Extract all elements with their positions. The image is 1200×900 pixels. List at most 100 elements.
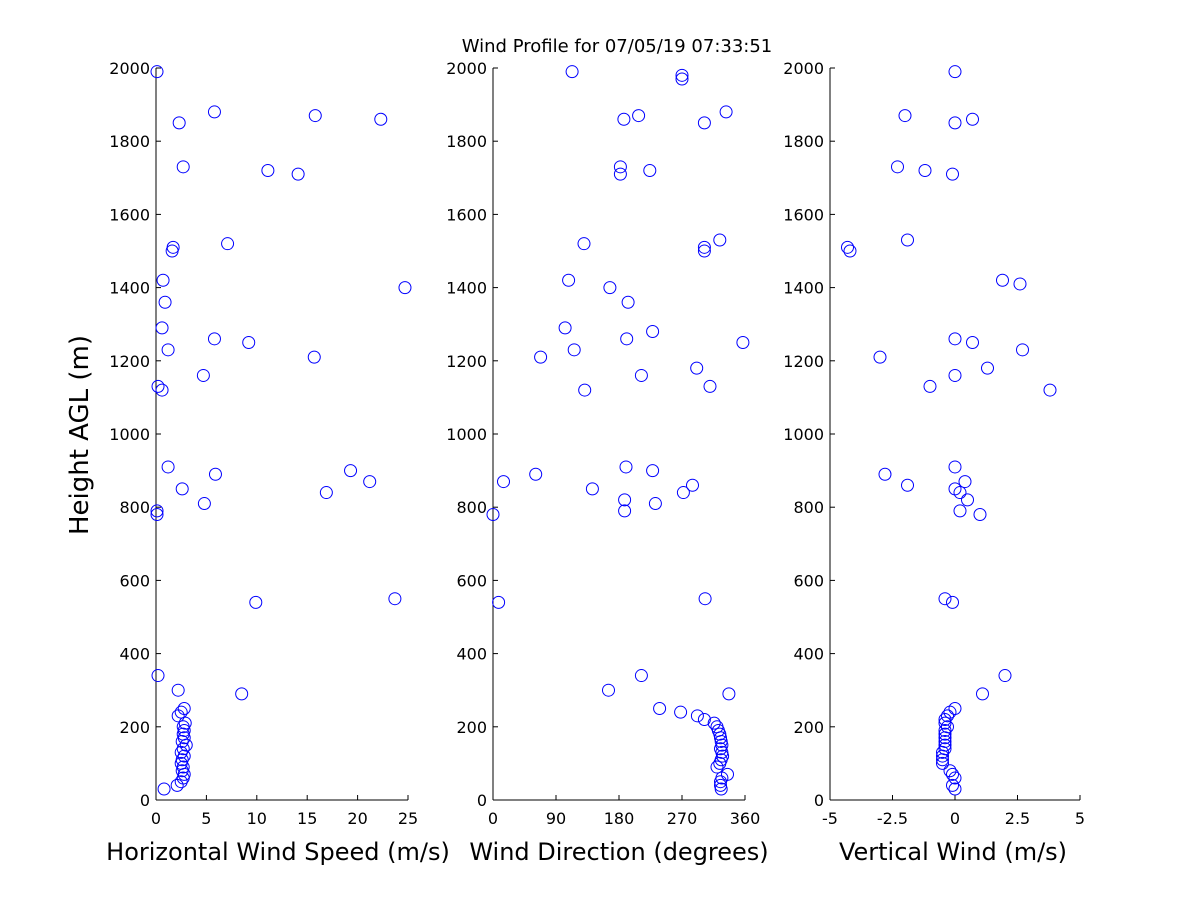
y-tick-label: 0 bbox=[814, 791, 824, 810]
data-point bbox=[1016, 343, 1029, 357]
data-point bbox=[697, 116, 711, 130]
x-tick-label: 0 bbox=[488, 809, 498, 828]
x-axis-label: Horizontal Wind Speed (m/s) bbox=[106, 838, 450, 866]
y-tick-label: 400 bbox=[793, 645, 824, 664]
data-point bbox=[898, 109, 912, 123]
y-tick-label: 2000 bbox=[446, 59, 487, 78]
data-point bbox=[966, 336, 979, 349]
data-point bbox=[177, 702, 191, 715]
x-axis-label: Vertical Wind (m/s) bbox=[839, 838, 1067, 866]
data-point bbox=[161, 460, 175, 474]
data-point bbox=[151, 379, 165, 393]
panel-direction: 0 200 400 600 800 1000 1200 1400 1600 1800 2000 0 90… bbox=[446, 59, 768, 866]
data-point bbox=[1043, 383, 1057, 397]
data-point bbox=[946, 595, 959, 609]
data-point bbox=[562, 273, 576, 287]
data-point bbox=[953, 486, 967, 500]
data-point bbox=[492, 595, 506, 609]
data-point bbox=[714, 775, 727, 789]
x-tick-label: 0 bbox=[151, 809, 161, 828]
y-tick-label: 200 bbox=[119, 718, 150, 737]
data-point bbox=[150, 65, 164, 79]
data-point bbox=[261, 163, 275, 177]
data-point bbox=[388, 592, 402, 606]
panel-vertical: 0 200 400 600 800 1000 1200 1400 1600 1800 2000 -5 -… bbox=[783, 59, 1085, 866]
data-point bbox=[175, 482, 189, 496]
y-tick-label: 1600 bbox=[783, 205, 824, 224]
data-point bbox=[319, 486, 333, 500]
data-point bbox=[943, 764, 957, 778]
data-point bbox=[698, 592, 712, 606]
data-point bbox=[291, 167, 305, 181]
data-point bbox=[613, 167, 627, 181]
data-point bbox=[197, 497, 211, 511]
data-point bbox=[938, 731, 952, 745]
figure-title: Wind Profile for 07/05/19 07:33:51 bbox=[462, 36, 773, 57]
data-point bbox=[918, 163, 932, 177]
x-tick-label: -2.5 bbox=[877, 809, 908, 828]
data-point bbox=[207, 332, 221, 346]
y-tick-label: 1800 bbox=[446, 132, 487, 151]
data-point bbox=[946, 167, 959, 181]
y-tick-label: 600 bbox=[793, 571, 824, 590]
data-point bbox=[613, 160, 627, 174]
data-point bbox=[497, 475, 510, 489]
data-point bbox=[151, 669, 165, 683]
data-point bbox=[175, 764, 189, 778]
data-point bbox=[196, 368, 210, 382]
data-point bbox=[175, 734, 189, 748]
data-point bbox=[707, 716, 721, 730]
data-point bbox=[174, 775, 188, 789]
data-point bbox=[976, 687, 989, 701]
data-point bbox=[634, 669, 648, 683]
y-tick-label: 800 bbox=[119, 498, 150, 517]
y-tick-label: 1000 bbox=[783, 425, 824, 444]
data-point bbox=[161, 343, 175, 357]
data-point bbox=[529, 467, 543, 481]
data-point bbox=[242, 336, 256, 349]
data-point bbox=[938, 727, 952, 741]
y-tick-label: 1600 bbox=[446, 205, 487, 224]
data-point bbox=[948, 116, 962, 130]
x-tick-label: 5 bbox=[201, 809, 211, 828]
data-point bbox=[948, 332, 962, 346]
data-point bbox=[936, 745, 949, 759]
y-tick-label: 600 bbox=[119, 571, 150, 590]
data-point bbox=[948, 782, 962, 796]
data-point bbox=[713, 756, 727, 770]
data-point bbox=[936, 756, 949, 770]
data-point bbox=[938, 723, 952, 737]
data-point bbox=[249, 595, 263, 609]
data-point bbox=[602, 683, 615, 697]
y-tick-label: 0 bbox=[140, 791, 150, 810]
data-point bbox=[208, 467, 222, 481]
data-point bbox=[165, 244, 179, 258]
data-point bbox=[936, 749, 949, 763]
data-point bbox=[901, 233, 914, 247]
y-tick-label: 1800 bbox=[109, 132, 150, 151]
data-point bbox=[961, 493, 974, 507]
data-point bbox=[176, 742, 190, 756]
data-point bbox=[558, 321, 572, 335]
x-tick-label: 360 bbox=[730, 809, 761, 828]
data-point bbox=[843, 244, 857, 258]
data-point bbox=[617, 112, 631, 126]
y-tick-label: 1600 bbox=[109, 205, 150, 224]
data-point bbox=[171, 683, 185, 697]
y-tick-label: 1800 bbox=[783, 132, 824, 151]
data-point bbox=[674, 705, 688, 719]
data-point bbox=[363, 475, 377, 489]
data-point bbox=[697, 240, 711, 254]
data-point bbox=[155, 321, 169, 335]
data-point bbox=[565, 65, 579, 79]
data-point bbox=[941, 709, 954, 723]
y-tick-label: 0 bbox=[477, 791, 487, 810]
data-point bbox=[948, 65, 962, 79]
data-point bbox=[619, 460, 633, 474]
data-point bbox=[176, 160, 190, 174]
data-point bbox=[646, 325, 660, 339]
y-tick-label: 1200 bbox=[109, 352, 150, 371]
data-point bbox=[938, 712, 952, 726]
data-point bbox=[703, 379, 717, 393]
